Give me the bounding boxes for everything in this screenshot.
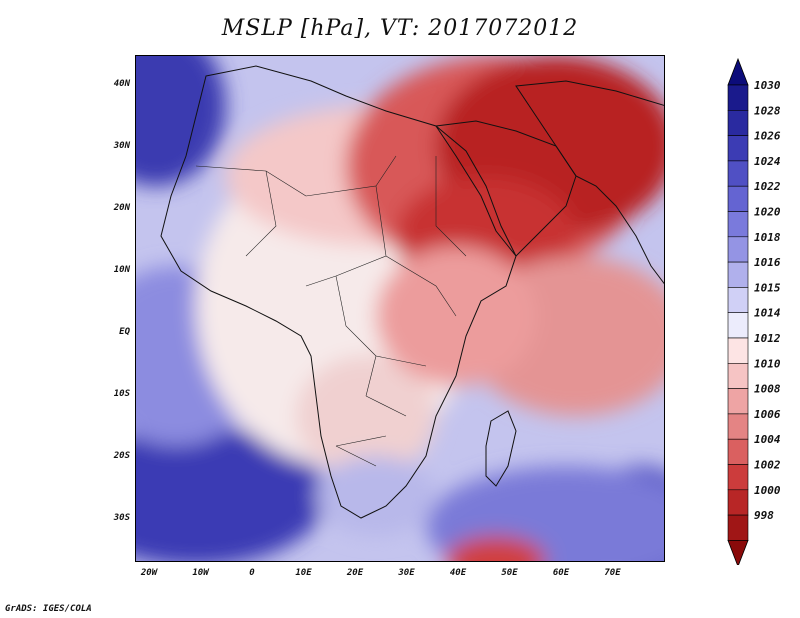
y-tick-label: 20S bbox=[113, 451, 130, 461]
pressure-field-svg bbox=[136, 56, 664, 561]
colorbar-level-label: 1002 bbox=[754, 459, 781, 472]
colorbar-swatch bbox=[727, 261, 749, 288]
colorbar-level-label: 1020 bbox=[754, 206, 781, 219]
asia-coastline bbox=[515, 80, 664, 285]
y-tick-label: 40N bbox=[113, 79, 130, 89]
colorbar-level-label: 1014 bbox=[754, 307, 781, 320]
x-tick-label: 60E bbox=[552, 568, 570, 578]
colorbar-level-label: 1022 bbox=[754, 180, 781, 193]
colorbar-swatch bbox=[727, 84, 749, 111]
colorbar-swatch bbox=[727, 489, 749, 516]
colorbar-level-label: 1006 bbox=[754, 408, 781, 421]
x-tick-label: 10W bbox=[192, 568, 209, 578]
y-tick-label: 20N bbox=[113, 203, 130, 213]
x-tick-label: 10E bbox=[295, 568, 312, 578]
colorbar-level-label: 1024 bbox=[754, 155, 781, 168]
colorbar-swatch bbox=[727, 388, 749, 415]
colorbar-swatch bbox=[727, 413, 749, 440]
colorbar-bottom-cap bbox=[727, 539, 749, 565]
colorbar-level-label: 1028 bbox=[754, 104, 781, 117]
colorbar-level-label: 1016 bbox=[754, 256, 781, 269]
colorbar-level-label: 1010 bbox=[754, 357, 781, 370]
colorbar-swatch bbox=[727, 312, 749, 339]
colorbar-swatch bbox=[727, 438, 749, 465]
x-tick-label: 40E bbox=[449, 568, 467, 578]
colorbar-swatch bbox=[727, 135, 749, 162]
colorbar-swatch bbox=[727, 362, 749, 389]
colorbar: 1030 1028 1026 1024 1022 1020 1018 1016 1015 1014… bbox=[727, 57, 781, 565]
map-title: MSLP [hPa], VT: 2017072012 bbox=[221, 16, 579, 41]
y-tick-label: EQ bbox=[119, 327, 130, 337]
x-tick-label: 50E bbox=[501, 568, 518, 578]
colorbar-level-label: 1018 bbox=[754, 231, 781, 244]
colorbar-level-label: 1008 bbox=[754, 383, 781, 396]
colorbar-level-label: 1015 bbox=[754, 281, 781, 294]
madagascar-outline bbox=[485, 410, 517, 487]
colorbar-swatch bbox=[727, 464, 749, 491]
colorbar-swatch bbox=[727, 337, 749, 364]
high-pressure-north-atlantic bbox=[136, 56, 226, 186]
colorbar-swatch bbox=[727, 287, 749, 313]
colorbar-swatch bbox=[727, 211, 749, 238]
colorbar-level-label: 1012 bbox=[754, 332, 781, 345]
y-tick-label: 30N bbox=[113, 141, 130, 151]
colorbar-level-label: 998 bbox=[754, 509, 774, 522]
x-tick-label: 0 bbox=[249, 568, 255, 578]
pressure-map bbox=[135, 55, 665, 562]
x-tick-label: 20W bbox=[140, 568, 158, 578]
colorbar-swatch bbox=[727, 514, 749, 541]
y-tick-label: 30S bbox=[113, 513, 130, 523]
x-tick-label: 20E bbox=[346, 568, 364, 578]
country-borders bbox=[195, 155, 467, 467]
colorbar-swatch bbox=[727, 160, 749, 187]
colorbar-level-label: 1000 bbox=[754, 484, 781, 497]
colorbar-swatch bbox=[727, 236, 749, 263]
central-africa-low bbox=[296, 356, 436, 476]
colorbar-level-label: 1026 bbox=[754, 130, 781, 143]
southern-ocean-low bbox=[446, 536, 546, 561]
x-tick-label: 30E bbox=[398, 568, 415, 578]
colorbar-level-label: 1030 bbox=[754, 79, 781, 92]
colorbar-swatch bbox=[727, 185, 749, 212]
arabia-coastline bbox=[435, 120, 577, 257]
southern-africa-high bbox=[316, 456, 436, 536]
colorbar-top-cap bbox=[727, 57, 749, 86]
high-pressure-south-atlantic bbox=[136, 426, 326, 561]
colorbar-level-label: 1004 bbox=[754, 433, 781, 446]
grads-credit: GrADS: IGES/COLA bbox=[5, 604, 92, 614]
y-tick-label: 10N bbox=[113, 265, 130, 275]
y-tick-label: 10S bbox=[113, 389, 130, 399]
colorbar-swatch bbox=[727, 109, 749, 136]
x-tick-label: 70E bbox=[604, 568, 621, 578]
africa-coastline bbox=[160, 65, 517, 519]
